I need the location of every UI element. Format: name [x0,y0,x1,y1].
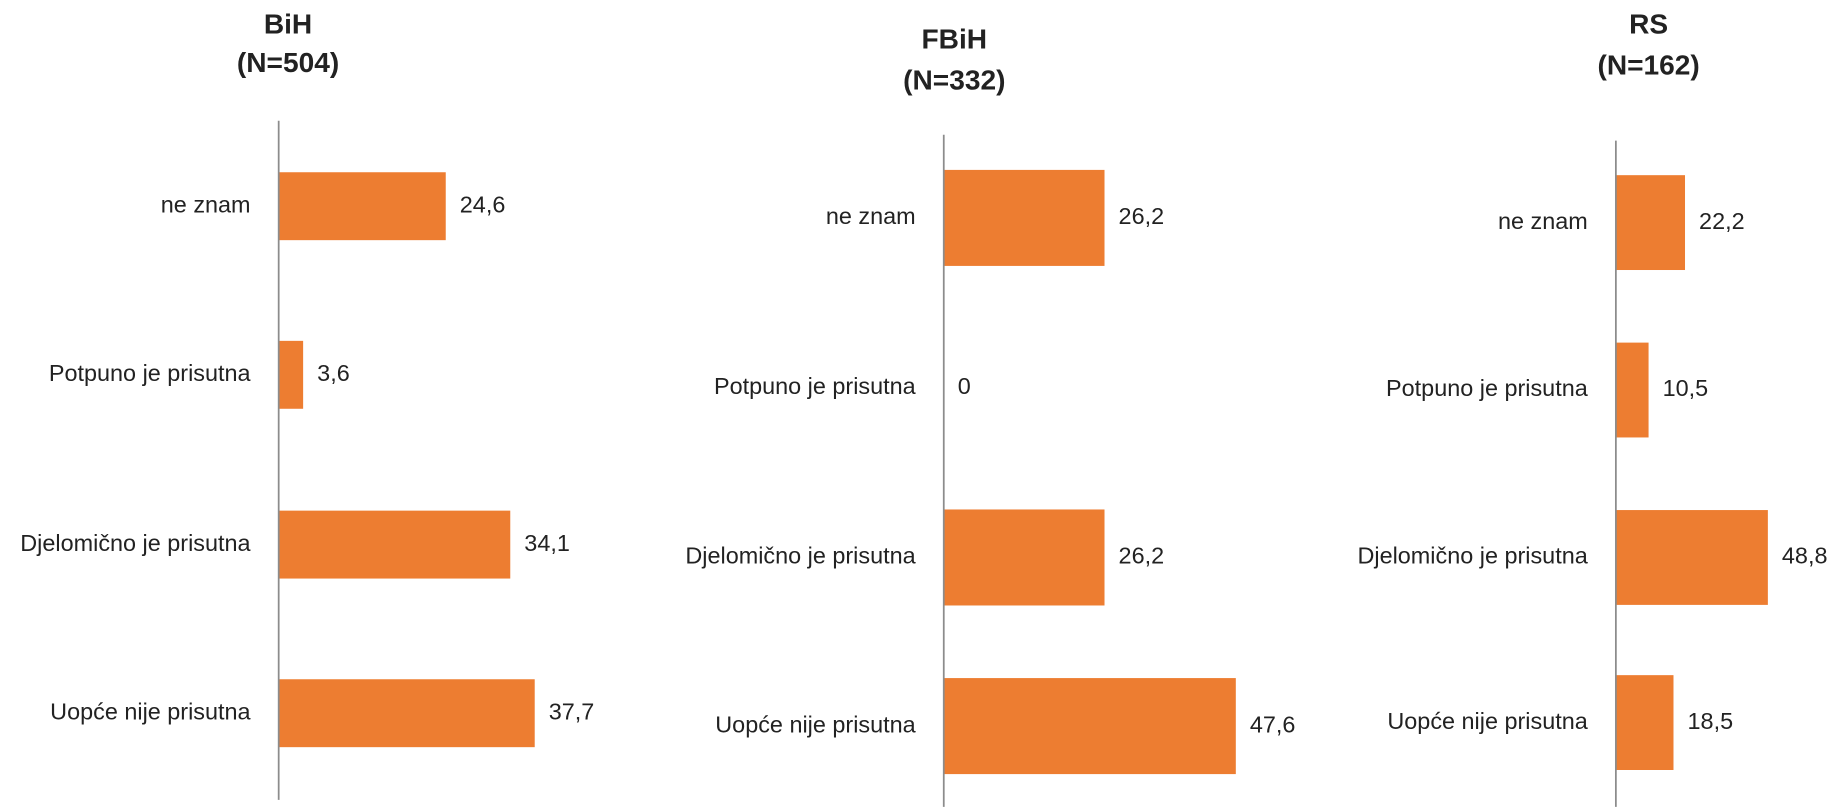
value-label: 26,2 [1119,543,1165,569]
chart-subtitle: (N=504) [237,47,339,78]
bar [1615,510,1768,605]
bar [278,172,446,241]
category-label: Djelomično je prisutna [685,543,916,569]
category-label: ne znam [826,203,916,229]
value-label: 18,5 [1688,708,1734,734]
category-label: Uopće nije prisutna [715,711,916,737]
category-label: Potpuno je prisutna [49,360,252,386]
bar [943,509,1105,606]
bar [1615,342,1649,438]
value-label: 3,6 [317,360,350,386]
bar [1615,675,1674,770]
bar [278,679,535,748]
category-label: ne znam [1498,208,1588,234]
chart-title: BiH [264,8,312,39]
category-label: Potpuno je prisutna [714,373,917,399]
chart-title: RS [1629,8,1668,39]
bar [278,340,304,409]
bar [1615,175,1686,271]
chart-subtitle: (N=332) [903,65,1005,96]
category-label: Uopće nije prisutna [50,698,251,724]
value-label: 24,6 [460,191,506,217]
category-label: Uopće nije prisutna [1387,708,1588,734]
bar [943,169,1105,266]
category-label: Djelomično je prisutna [1357,543,1588,569]
value-label: 0 [958,373,971,399]
value-label: 26,2 [1119,203,1165,229]
bar [943,678,1236,775]
chart-subtitle: (N=162) [1598,49,1700,80]
category-label: Djelomično je prisutna [20,530,251,556]
value-label: 34,1 [524,530,570,556]
value-label: 48,8 [1782,543,1828,569]
category-label: Potpuno je prisutna [1386,375,1589,401]
value-label: 47,6 [1250,711,1296,737]
value-label: 10,5 [1663,375,1709,401]
value-label: 37,7 [549,698,595,724]
chart-title: FBiH [922,24,988,55]
category-label: ne znam [161,191,251,217]
bar [278,510,511,579]
value-label: 22,2 [1699,208,1745,234]
